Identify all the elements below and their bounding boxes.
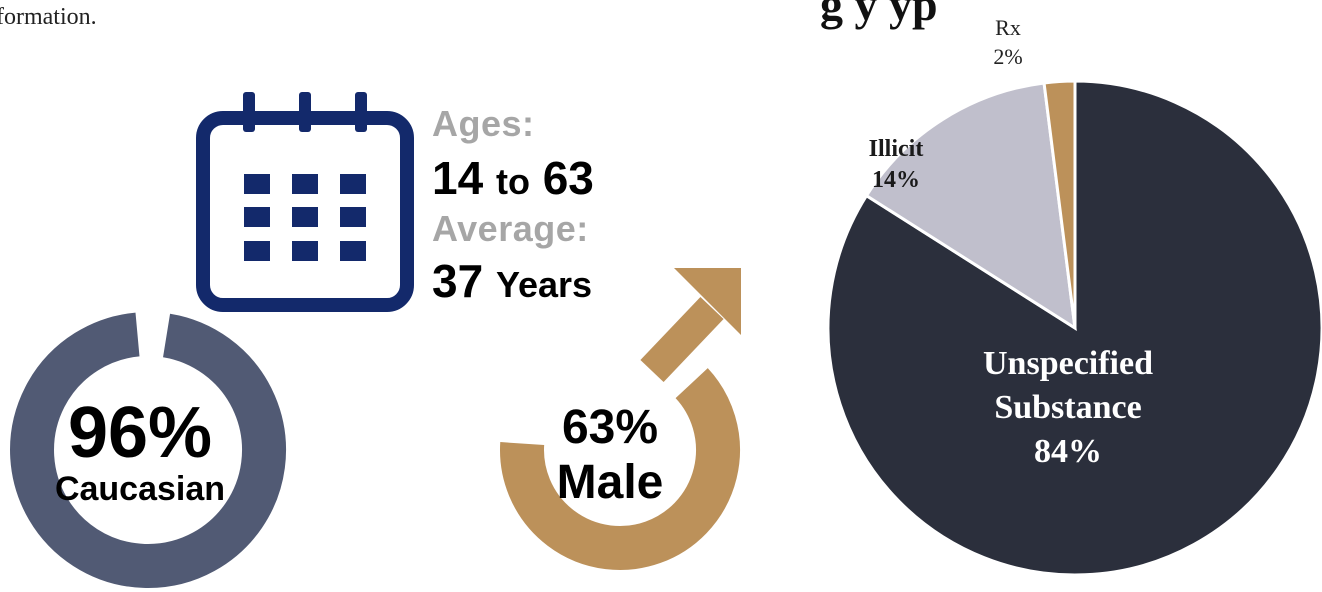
pie-slice-illicit [864, 81, 1077, 331]
pie-label-unspecified-substance: Unspecified Substance 84% [938, 342, 1198, 475]
caucasian-label: Caucasian [54, 470, 226, 508]
pie-label-name: Substance [994, 389, 1142, 427]
male-label: Male [556, 456, 664, 509]
ages-range-end: 63 [542, 152, 594, 204]
pie-label-name: Rx [995, 15, 1021, 40]
ages-range-connector: to [495, 161, 530, 202]
pie-label-illicit: Illicit 14% [836, 134, 956, 196]
average-number: 37 [432, 255, 484, 307]
caucasian-percent: 96% [67, 393, 213, 473]
intro-text-fragment: formation. [0, 4, 97, 30]
pie-label-rx: Rx 2% [963, 14, 1053, 71]
average-value: 37 Years [432, 254, 592, 308]
average-unit: Years [495, 264, 593, 305]
caucasian-ring [10, 312, 286, 588]
pie-slice-rx [1042, 79, 1077, 329]
pie-label-value: 14% [872, 167, 920, 194]
average-label: Average: [432, 208, 589, 249]
male-symbol-icon [500, 268, 741, 570]
pie-label-value: 2% [993, 43, 1023, 69]
chart-heading-fragment: g y yp [820, 0, 938, 30]
ages-range: 14 to 63 [432, 151, 594, 205]
caucasian-ring-arc [10, 312, 286, 588]
male-arrow-head [674, 268, 741, 335]
pie-label-name: Illicit [868, 136, 924, 162]
male-percent: 63% [561, 401, 659, 454]
male-arrow-shaft [640, 296, 724, 383]
ages-range-start: 14 [432, 152, 484, 204]
pie-label-name: Unspecified [983, 345, 1153, 382]
ages-label: Ages: [432, 103, 535, 144]
pie-label-value: 84% [1034, 433, 1102, 471]
male-ring-arc [500, 368, 740, 570]
pie-chart [826, 79, 1322, 577]
calendar-icon [196, 92, 414, 312]
